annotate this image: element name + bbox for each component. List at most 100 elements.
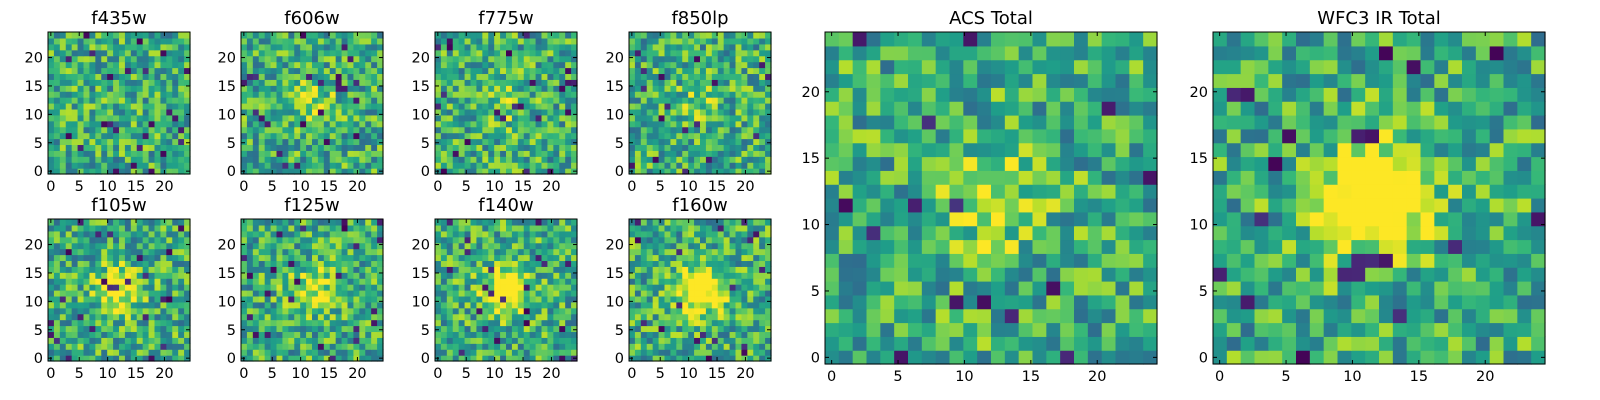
- heatmap-cell: [529, 266, 537, 273]
- y-tick-label: 20: [412, 238, 430, 254]
- heatmap-cell: [482, 260, 489, 267]
- heatmap-cell: [341, 120, 349, 128]
- heatmap-cell: [825, 281, 840, 296]
- heatmap-cell: [529, 156, 537, 163]
- heatmap-cell: [894, 73, 909, 88]
- heatmap-cell: [446, 260, 454, 267]
- heatmap-cell: [270, 248, 278, 256]
- heatmap-cell: [553, 260, 560, 267]
- heatmap-cell: [977, 170, 992, 185]
- heatmap-cell: [148, 301, 156, 309]
- heatmap-cell: [130, 278, 138, 285]
- heatmap-cell: [482, 103, 489, 110]
- heatmap-cell: [306, 224, 313, 232]
- heatmap-cell: [517, 290, 525, 297]
- heatmap-cell: [1115, 225, 1130, 241]
- heatmap-cell: [500, 307, 507, 315]
- heatmap-cell: [59, 114, 67, 122]
- heatmap-cell: [1018, 336, 1034, 351]
- heatmap-cell: [59, 331, 67, 338]
- heatmap-cell: [341, 284, 349, 291]
- heatmap-cell: [866, 336, 881, 351]
- heatmap-cell: [529, 103, 537, 110]
- heatmap-cell: [317, 301, 325, 309]
- heatmap-cell: [276, 79, 284, 86]
- heatmap-cell: [329, 156, 337, 163]
- heatmap-cell: [908, 59, 923, 75]
- heatmap-cell: [1060, 87, 1075, 102]
- heatmap-cell: [949, 87, 964, 102]
- heatmap-cell: [252, 32, 260, 39]
- heatmap-cell: [172, 278, 179, 285]
- heatmap-cell: [1018, 45, 1034, 61]
- heatmap-cell: [312, 290, 319, 297]
- x-tick-label: 20: [542, 366, 560, 382]
- heatmap-cell: [629, 126, 636, 134]
- heatmap-cell: [547, 219, 554, 226]
- heatmap-cell: [825, 308, 840, 324]
- heatmap-cell: [446, 55, 454, 63]
- heatmap-cell: [541, 313, 549, 321]
- heatmap-cell: [258, 156, 266, 163]
- heatmap-cell: [470, 272, 478, 279]
- heatmap-cell: [89, 156, 96, 163]
- heatmap-cell: [113, 32, 120, 39]
- heatmap-cell: [83, 230, 91, 238]
- heatmap-cell: [547, 55, 554, 63]
- heatmap-cell: [1046, 32, 1061, 47]
- panel-title: f140w: [478, 195, 533, 216]
- heatmap-cell: [547, 254, 554, 262]
- heatmap-cell: [48, 61, 55, 69]
- heatmap-cell: [676, 162, 683, 169]
- heatmap-cell: [264, 349, 272, 356]
- heatmap-cell: [329, 97, 337, 104]
- heatmap-cell: [130, 32, 138, 39]
- heatmap-cell: [83, 156, 91, 163]
- heatmap-cell: [963, 225, 978, 241]
- heatmap-cell: [571, 343, 578, 350]
- heatmap-cell: [658, 331, 666, 338]
- heatmap-cell: [571, 114, 578, 122]
- heatmap-cell: [341, 355, 349, 362]
- heatmap-cell: [529, 272, 537, 279]
- heatmap-cell: [949, 45, 964, 61]
- heatmap-cell: [470, 138, 478, 146]
- heatmap-cell: [107, 230, 114, 238]
- heatmap-cell: [494, 79, 501, 86]
- heatmap-cell: [270, 32, 278, 39]
- heatmap-cell: [547, 61, 554, 69]
- heatmap-cell: [83, 132, 91, 140]
- heatmap-cell: [124, 114, 132, 122]
- heatmap-cell: [306, 168, 313, 175]
- heatmap-cell: [682, 114, 689, 122]
- heatmap-cell: [166, 325, 173, 333]
- heatmap-cell: [270, 242, 278, 250]
- heatmap-cell: [991, 87, 1006, 102]
- heatmap-cell: [323, 266, 331, 273]
- heatmap-cell: [178, 248, 185, 256]
- x-tick-label: 20: [542, 179, 560, 195]
- heatmap-cell: [288, 331, 295, 338]
- heatmap-cell: [529, 43, 537, 51]
- heatmap-cell: [71, 168, 79, 175]
- heatmap-cell: [452, 284, 460, 291]
- heatmap-cell: [252, 97, 260, 104]
- heatmap-cell: [458, 349, 466, 356]
- heatmap-cell: [759, 144, 766, 151]
- heatmap-cell: [694, 43, 701, 51]
- heatmap-cell: [541, 272, 549, 279]
- heatmap-cell: [282, 355, 289, 362]
- heatmap-cell: [440, 144, 448, 151]
- heatmap-cell: [440, 219, 448, 226]
- heatmap-cell: [258, 97, 266, 104]
- heatmap-cell: [494, 61, 501, 69]
- heatmap-cell: [688, 343, 695, 350]
- heatmap-cell: [160, 132, 167, 140]
- heatmap-cell: [184, 254, 191, 262]
- heatmap-cell: [494, 230, 501, 238]
- heatmap-cell: [335, 126, 343, 134]
- heatmap-cell: [329, 278, 337, 285]
- heatmap-cell: [178, 219, 185, 226]
- heatmap-cell: [317, 343, 325, 350]
- heatmap-cell: [747, 138, 754, 146]
